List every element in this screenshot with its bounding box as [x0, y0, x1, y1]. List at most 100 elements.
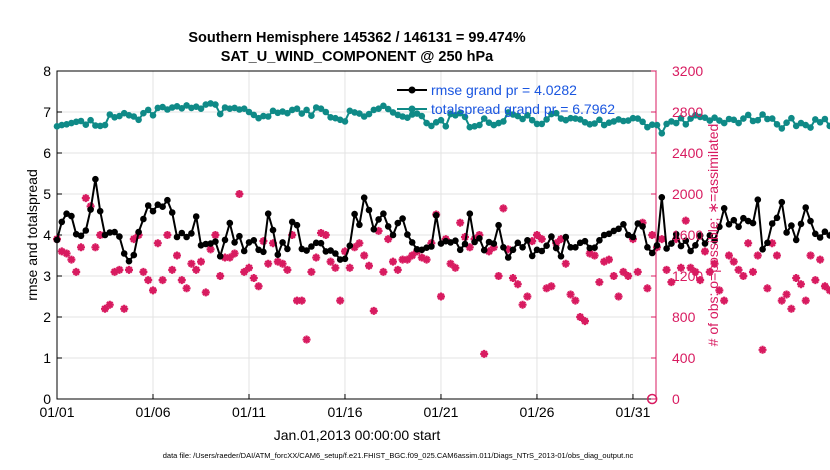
rmse-point — [807, 217, 814, 225]
totalspread-point — [428, 122, 435, 130]
totalspread-point — [322, 108, 330, 116]
totalspread-point — [298, 110, 306, 117]
obs-assimilated-point — [614, 292, 623, 301]
totalspread-point — [740, 115, 747, 122]
obs-assimilated-point — [139, 267, 148, 276]
y2-tick-label: 1200 — [672, 268, 703, 284]
rmse-point — [509, 246, 517, 254]
totalspread-point — [144, 106, 152, 114]
obs-assimilated-point — [110, 267, 119, 276]
rmse-point — [116, 233, 123, 240]
x-tick-label: 01/06 — [135, 404, 170, 420]
rmse-point — [284, 245, 291, 253]
rmse-point — [236, 232, 243, 240]
obs-assimilated-point — [96, 231, 105, 239]
totalspread-point — [543, 116, 550, 123]
obs-possible-point — [646, 393, 658, 405]
rmse-point — [125, 257, 133, 265]
totalspread-point — [293, 105, 301, 112]
obs-assimilated-point — [580, 317, 589, 326]
rmse-point — [812, 230, 819, 238]
rmse-point — [212, 238, 219, 245]
obs-assimilated-point — [288, 231, 297, 239]
rmse-point — [375, 216, 382, 223]
obs-assimilated-point — [552, 239, 561, 248]
totalspread-point — [149, 112, 157, 119]
obs-assimilated-point — [374, 226, 383, 235]
obs-assimilated-point — [201, 288, 210, 297]
obs-assimilated-point — [590, 251, 599, 260]
obs-assimilated-point — [129, 235, 138, 244]
obs-assimilated-point — [753, 251, 762, 260]
rmse-point — [543, 242, 550, 249]
obs-assimilated-point — [724, 251, 733, 260]
rmse-point — [250, 237, 258, 244]
rmse-point — [596, 237, 603, 244]
obs-assimilated-point — [163, 231, 172, 239]
legend-rmse-label: rmse grand pr = 4.0282 — [431, 82, 577, 98]
rmse-point — [408, 239, 416, 246]
obs-assimilated-point — [595, 278, 604, 287]
rmse-point — [567, 244, 574, 251]
obs-assimilated-point — [360, 251, 369, 260]
obs-assimilated-point — [148, 286, 157, 295]
obs-assimilated-point — [254, 282, 263, 291]
obs-assimilated-point — [220, 253, 229, 262]
totalspread-point — [764, 115, 771, 123]
obs-assimilated-point — [561, 259, 570, 268]
rmse-point — [759, 246, 766, 253]
rmse-point — [303, 247, 310, 254]
totalspread-point — [264, 113, 272, 120]
obs-assimilated-point — [62, 249, 71, 258]
y2-tick-label: 1600 — [672, 227, 703, 243]
rmse-point — [788, 222, 795, 229]
obs-assimilated-point — [321, 231, 330, 239]
rmse-point — [456, 246, 464, 254]
rmse-point — [471, 238, 478, 246]
obs-assimilated-point — [604, 255, 613, 264]
totalspread-point — [308, 112, 315, 119]
obs-assimilated-point — [196, 257, 205, 266]
totalspread-point — [653, 121, 661, 129]
totalspread-point — [380, 102, 387, 110]
x-tick-label: 01/01 — [39, 404, 74, 420]
totalspread-point — [77, 117, 85, 125]
obs-assimilated-point — [484, 247, 493, 256]
rmse-point — [687, 247, 694, 255]
obs-assimilated-point — [475, 231, 484, 239]
rmse-point — [279, 239, 286, 246]
y2-tick-label: 0 — [672, 391, 680, 407]
obs-assimilated-point — [748, 267, 757, 276]
rmse-point — [428, 243, 435, 250]
rmse-point — [384, 223, 392, 230]
rmse-point — [591, 244, 598, 251]
x-tick-label: 01/26 — [519, 404, 554, 420]
y2-tick-label: 400 — [672, 350, 696, 366]
obs-assimilated-point — [643, 284, 652, 293]
totalspread-point — [706, 117, 714, 124]
y2-tick-label: 2400 — [672, 145, 703, 161]
totalspread-point — [788, 114, 795, 122]
totalspread-point — [456, 109, 464, 117]
rmse-point — [106, 229, 114, 236]
obs-assimilated-point — [532, 231, 541, 239]
obs-assimilated-point — [384, 235, 393, 244]
rmse-point — [826, 232, 830, 239]
obs-assimilated-point — [585, 249, 594, 258]
obs-assimilated-point — [259, 237, 268, 246]
rmse-point — [159, 203, 166, 210]
y-axis-label: rmse and totalspread — [24, 169, 40, 301]
obs-assimilated-point — [648, 231, 657, 239]
rmse-point — [226, 219, 234, 227]
rmse-point — [706, 232, 714, 239]
obs-assimilated-point — [67, 255, 76, 264]
obs-assimilated-point — [571, 296, 580, 305]
y-tick-label: 0 — [43, 391, 51, 407]
obs-assimilated-point — [278, 259, 287, 268]
obs-assimilated-point — [398, 255, 407, 264]
obs-assimilated-point — [120, 304, 129, 313]
obs-assimilated-point — [168, 265, 177, 274]
obs-assimilated-point — [547, 282, 556, 291]
totalspread-point — [778, 125, 786, 132]
totalspread-point — [514, 112, 522, 120]
